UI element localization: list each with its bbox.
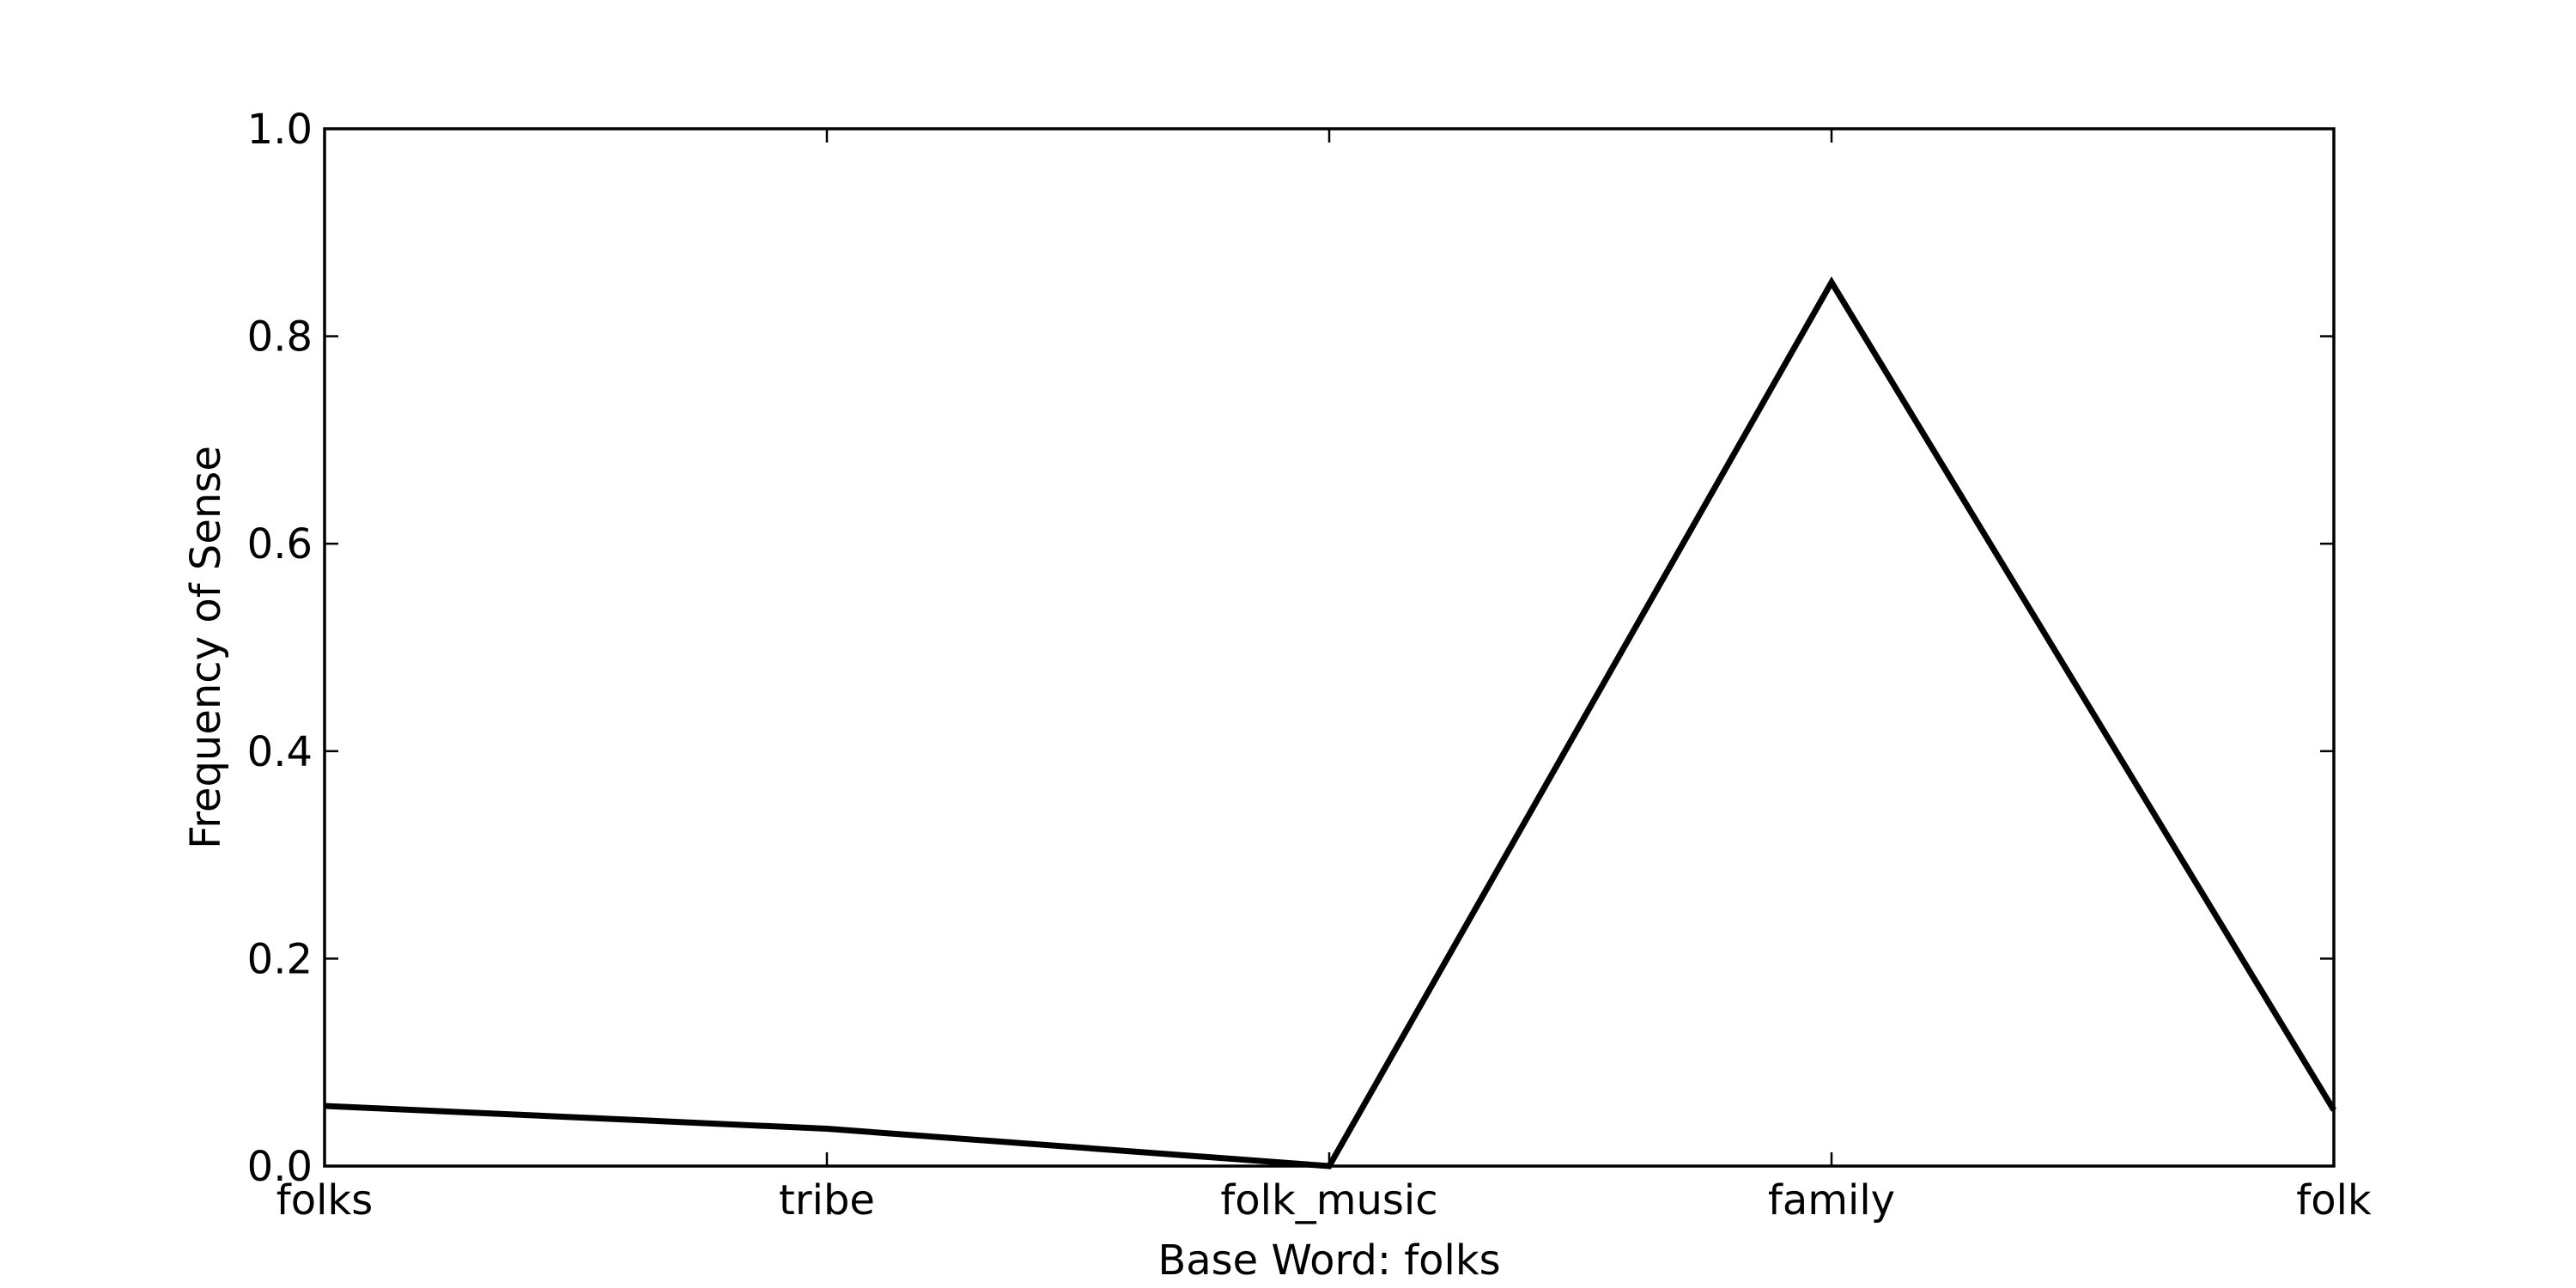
y-axis-label: Frequency of Sense [182,446,230,849]
y-tick-label: 0.4 [247,728,313,776]
series-line [324,276,2336,1170]
x-tick-label: family [1768,1176,1895,1224]
x-axis-label: Base Word: folks [1157,1236,1500,1285]
y-tick-label: 1.0 [247,106,313,154]
x-tick-label: folk_music [1220,1176,1437,1224]
y-tick-label: 0.6 [247,520,313,568]
y-tick-label: 0.2 [247,935,313,983]
x-tick-label: folks [276,1176,373,1224]
y-tick-label: 0.8 [247,313,313,361]
ticks-layer [323,127,2336,1168]
plot-frame [323,127,2336,1168]
series-layer [324,276,2336,1170]
labels-layer: folks tribe folk_music family folk 0.0 0.2 0.4 0… [247,106,2372,1224]
y-tick-label: 0.0 [247,1143,313,1191]
x-tick-label: folk [2296,1176,2372,1224]
x-tick-label: tribe [779,1176,875,1224]
